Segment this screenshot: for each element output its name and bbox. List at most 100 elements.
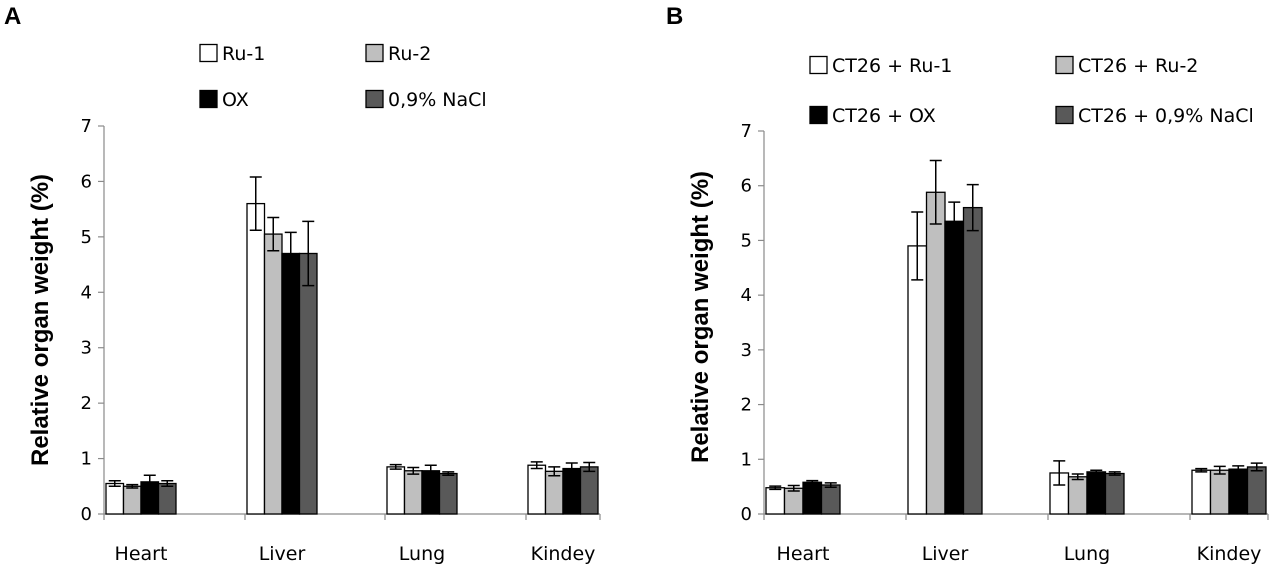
panel-a-legend-item-ru-2: Ru-2 xyxy=(365,43,431,65)
panel-a-bar-lung-ru-2 xyxy=(403,470,423,515)
panel-b-y-tick-label-7: 7 xyxy=(741,121,752,142)
panel-b-bar-heart-ct26-ru-1 xyxy=(765,487,786,515)
panel-a-x-tick-label-lung: Lung xyxy=(399,543,445,565)
panel-a-error-bar-liver-0-9-nacl xyxy=(302,220,315,287)
panel-a-legend-swatch-ru-1 xyxy=(199,43,218,63)
panel-a-error-bar-heart-ox xyxy=(143,474,156,490)
panel-b-error-bar-liver-ct26-ru-2 xyxy=(929,159,942,225)
panel-b-y-tick-label-5: 5 xyxy=(741,230,752,251)
panel-b-legend-label-ct26-ru-1: CT26 + Ru-1 xyxy=(832,55,952,77)
panel-a-legend-label-0-9-nacl: 0,9% NaCl xyxy=(388,89,487,111)
panel-a-legend-swatch-ru-2 xyxy=(365,43,384,63)
panel-b-error-bar-heart-ct26-ru-2 xyxy=(787,484,800,492)
panel-a-legend-item-0-9-nacl: 0,9% NaCl xyxy=(365,89,487,111)
panel-b-error-bar-liver-ct26-ox xyxy=(948,201,961,242)
panel-a-error-bar-kindey-ru-1 xyxy=(530,461,543,470)
panel-b-bar-heart-ct26-ox xyxy=(802,481,823,515)
panel-a-bar-lung-ru-1 xyxy=(386,466,406,515)
panel-b-error-bar-liver-ct26-0-9-nacl xyxy=(966,183,979,232)
panel-b-error-bar-kindey-ct26-ru-1 xyxy=(1195,467,1208,473)
panel-a-error-bar-kindey-ru-2 xyxy=(548,466,561,477)
panel-b-y-tick-label-3: 3 xyxy=(741,340,752,361)
panel-b-error-bar-kindey-ct26-ru-2 xyxy=(1213,465,1226,475)
panel-a-bar-heart-0-9-nacl xyxy=(157,482,177,515)
panel-b-y-tick-label-1: 1 xyxy=(741,449,752,470)
panel-a-error-bar-kindey-0-9-nacl xyxy=(583,461,596,473)
panel-b-y-tick-label-0: 0 xyxy=(741,504,752,525)
panel-a: A Relative organ weight (%) Ru-1 Ru-2 OX 0,… xyxy=(4,3,601,565)
panel-a-error-bar-kindey-ox xyxy=(565,462,578,475)
panel-a-bar-lung-ox xyxy=(421,470,441,515)
panel-a-error-bar-liver-ru-2 xyxy=(267,216,280,252)
panel-a-x-tick-label-heart: Heart xyxy=(115,543,168,565)
panel-b-legend-swatch-ct26-ru-1 xyxy=(809,55,828,75)
panel-b-bar-liver-ct26-ru-2 xyxy=(925,191,946,515)
panel-a-bar-kindey-ru-1 xyxy=(527,464,547,515)
panel-b-legend-item-ct26-ru-2: CT26 + Ru-2 xyxy=(1055,55,1198,77)
panel-b-x-tick-label-heart: Heart xyxy=(777,543,830,565)
panel-b-legend-swatch-ct26-0-9-nacl xyxy=(1055,105,1074,125)
panel-b-legend-swatch-ct26-ru-2 xyxy=(1055,55,1074,75)
panel-a-bar-kindey-ox xyxy=(562,467,582,515)
panel-a-bar-liver-ru-1 xyxy=(246,202,266,515)
panel-b-bar-lung-ct26-ru-2 xyxy=(1067,476,1088,515)
panel-b-bar-kindey-ct26-ru-1 xyxy=(1191,469,1212,515)
panel-a-error-bar-heart-ru-1 xyxy=(108,479,121,488)
panel-a-bar-liver-ox xyxy=(281,252,301,515)
panel-b-error-bar-heart-ct26-ox xyxy=(806,479,819,485)
panel-a-bar-heart-ru-2 xyxy=(122,485,142,515)
panel-a-error-bar-heart-ru-2 xyxy=(126,483,139,489)
panel-a-y-tick-label-5: 5 xyxy=(81,227,92,248)
panel-b-error-bar-heart-ct26-ru-1 xyxy=(769,485,782,491)
panel-b-bar-kindey-ct26-0-9-nacl xyxy=(1246,466,1267,515)
panel-b-error-bar-lung-ct26-ru-2 xyxy=(1071,473,1084,481)
panel-a-error-bar-lung-0-9-nacl xyxy=(442,471,455,476)
panel-b-bar-lung-ct26-ox xyxy=(1086,471,1107,515)
panel-a-y-tick-label-2: 2 xyxy=(81,393,92,414)
panel-b-legend-item-ct26-0-9-nacl: CT26 + 0,9% NaCl xyxy=(1055,105,1254,127)
panel-b-x-tick-label-liver: Liver xyxy=(922,543,969,565)
panel-a-error-bar-heart-0-9-nacl xyxy=(161,479,174,488)
panel-b-legend-label-ct26-0-9-nacl: CT26 + 0,9% NaCl xyxy=(1078,105,1254,127)
panel-a-y-tick-label-7: 7 xyxy=(81,116,92,137)
panel-b-label: B xyxy=(666,3,683,30)
panel-a-y-tick-label-0: 0 xyxy=(81,504,92,525)
panel-a-bar-heart-ru-1 xyxy=(105,482,125,515)
panel-b-plot-area: 0 1 2 3 4 5 6 7 Heart Liver Lung Kindey xyxy=(741,121,1269,565)
panel-b-y-tick-label-4: 4 xyxy=(741,285,752,306)
panel-b-error-bar-kindey-ct26-ox xyxy=(1232,465,1245,474)
panel-b-y-tick-label-6: 6 xyxy=(741,176,752,197)
panel-a-x-tick-label-kindey: Kindey xyxy=(531,543,596,565)
panel-a-plot-area: 0 1 2 3 4 5 6 7 Heart Liver Lung Kindey xyxy=(81,116,601,565)
panel-a-legend-swatch-ox xyxy=(199,89,218,109)
panel-b-error-bar-lung-ct26-ru-1 xyxy=(1053,460,1066,486)
panel-b-legend-item-ct26-ox: CT26 + OX xyxy=(809,105,936,127)
panel-a-x-tick-label-liver: Liver xyxy=(259,543,306,565)
panel-a-bar-kindey-0-9-nacl xyxy=(579,466,599,515)
panel-a-bar-kindey-ru-2 xyxy=(544,470,564,515)
panel-b-error-bar-lung-ct26-ox xyxy=(1090,469,1103,475)
panel-b-bar-liver-ct26-0-9-nacl xyxy=(962,206,983,515)
panel-a-error-bar-lung-ru-1 xyxy=(389,463,402,470)
panel-a-legend-label-ox: OX xyxy=(222,89,249,111)
panel-b-x-tick-label-lung: Lung xyxy=(1064,543,1110,565)
panel-b-legend-item-ct26-ru-1: CT26 + Ru-1 xyxy=(809,55,952,77)
panel-a-error-bar-liver-ru-1 xyxy=(249,176,262,231)
panel-b-bar-heart-ct26-0-9-nacl xyxy=(820,484,841,515)
panel-b-bar-lung-ct26-0-9-nacl xyxy=(1104,472,1125,515)
panel-a-error-bar-liver-ox xyxy=(284,231,297,276)
panel-b-bar-kindey-ct26-ru-2 xyxy=(1209,469,1230,515)
panel-b-x-tick-label-kindey: Kindey xyxy=(1197,543,1262,565)
panel-b-error-bar-kindey-ct26-0-9-nacl xyxy=(1250,462,1263,472)
panel-b-y-axis-label: Relative organ weight (%) xyxy=(687,171,714,463)
panel-b-error-bar-liver-ct26-ru-1 xyxy=(911,211,924,281)
panel-b-bar-kindey-ct26-ox xyxy=(1228,468,1249,515)
panel-a-bar-liver-ru-2 xyxy=(263,233,283,515)
panel-b-error-bar-lung-ct26-0-9-nacl xyxy=(1108,471,1121,476)
panel-b-legend-label-ct26-ox: CT26 + OX xyxy=(832,105,936,127)
panel-b-bar-liver-ct26-ru-1 xyxy=(907,245,928,515)
panel-a-legend: Ru-1 Ru-2 OX 0,9% NaCl xyxy=(199,43,487,111)
panel-a-legend-item-ru-1: Ru-1 xyxy=(199,43,265,65)
panel-b: B Relative organ weight (%) CT26 + Ru-1 C… xyxy=(666,3,1269,565)
